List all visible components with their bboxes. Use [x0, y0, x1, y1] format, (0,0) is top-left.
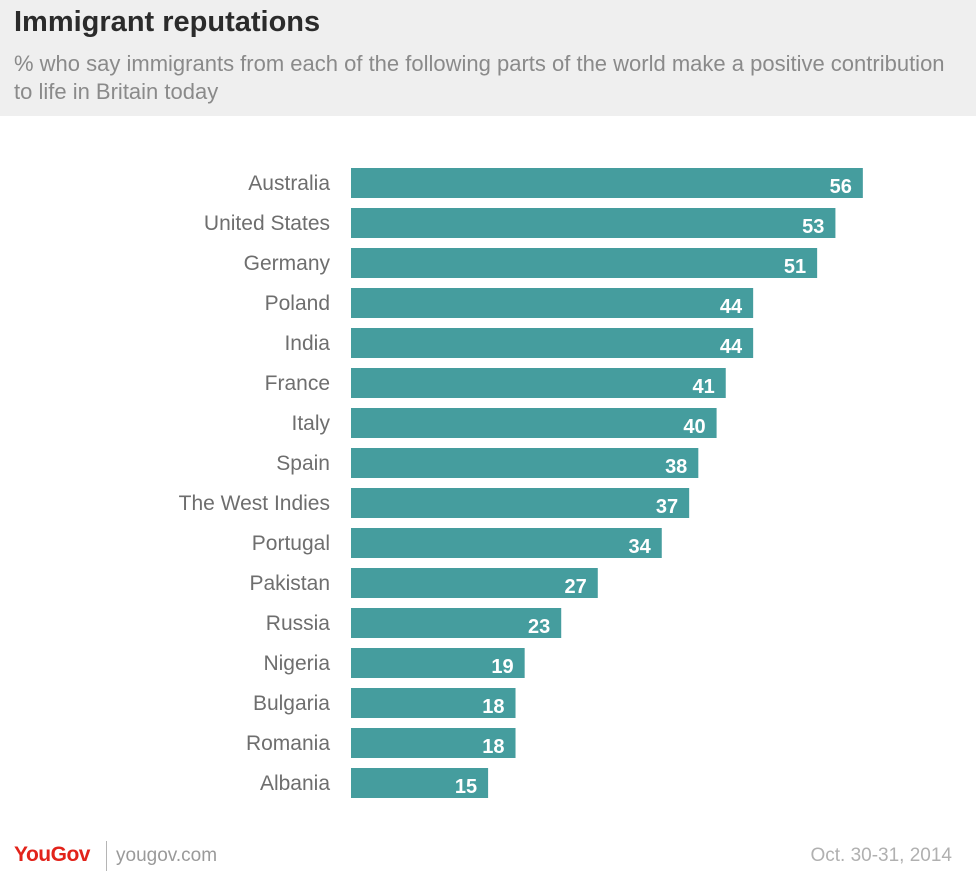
value-label: 40 [683, 416, 705, 438]
category-label: Germany [244, 252, 331, 275]
footer-url[interactable]: yougov.com [116, 845, 218, 866]
bar-bulgaria [351, 688, 516, 718]
bar-the-west-indies [351, 488, 690, 518]
survey-date: Oct. 30-31, 2014 [810, 845, 952, 866]
bar-russia [351, 608, 562, 638]
value-label: 38 [665, 456, 687, 478]
value-label: 18 [482, 736, 504, 758]
bar-france [351, 368, 726, 398]
bar-united-states [351, 208, 836, 238]
category-label: United States [204, 212, 330, 235]
category-label: Italy [291, 412, 330, 435]
value-label: 34 [629, 536, 652, 558]
value-label: 56 [830, 176, 852, 198]
value-label: 44 [720, 336, 743, 358]
bar-india [351, 328, 754, 358]
category-label: Portugal [252, 532, 330, 555]
footer-divider [106, 841, 107, 871]
category-label: Spain [276, 452, 330, 475]
chart-subtitle: % who say immigrants from each of the fo… [14, 51, 945, 104]
bar-nigeria [351, 648, 525, 678]
value-label: 19 [491, 656, 513, 678]
category-label: India [284, 332, 330, 355]
value-label: 18 [482, 696, 504, 718]
value-label: 23 [528, 616, 550, 638]
category-label: Albania [260, 772, 330, 795]
yougov-logo: YouGov [14, 843, 90, 866]
category-label: Australia [248, 172, 330, 195]
value-label: 51 [784, 256, 806, 278]
category-label: Poland [265, 292, 330, 315]
category-label: Pakistan [249, 572, 330, 595]
category-label: Russia [266, 612, 331, 635]
category-label: Nigeria [263, 652, 330, 675]
bar-portugal [351, 528, 662, 558]
value-label: 44 [720, 296, 743, 318]
bar-australia [351, 168, 863, 198]
bar-germany [351, 248, 818, 278]
chart-title: Immigrant reputations [14, 6, 321, 38]
value-label: 53 [802, 216, 824, 238]
value-label: 15 [455, 776, 477, 798]
bar-spain [351, 448, 699, 478]
bar-poland [351, 288, 754, 318]
header-band: Immigrant reputations % who say immigran… [0, 0, 976, 116]
category-label: The West Indies [179, 492, 330, 515]
bar-italy [351, 408, 717, 438]
category-label: France [265, 372, 330, 395]
value-label: 27 [565, 576, 587, 598]
category-label: Romania [246, 732, 330, 755]
category-label: Bulgaria [253, 692, 330, 715]
bar-pakistan [351, 568, 598, 598]
value-label: 37 [656, 496, 678, 518]
bar-romania [351, 728, 516, 758]
value-label: 41 [692, 376, 714, 398]
bar-albania [351, 768, 489, 798]
